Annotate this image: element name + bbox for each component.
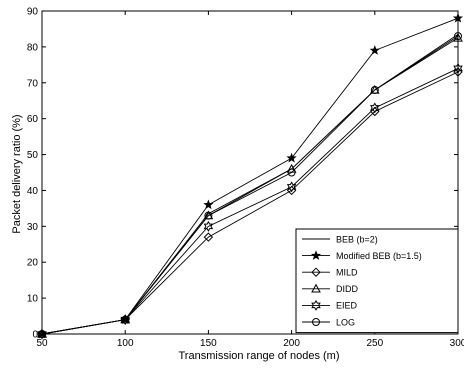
circle-marker: [204, 211, 213, 220]
star-marker: [310, 250, 322, 260]
y-tick-label: 10: [27, 294, 39, 305]
legend-item: LOG: [302, 317, 355, 327]
legend-label: EIED: [336, 301, 358, 311]
y-tick-label: 50: [27, 150, 39, 161]
x-tick-label: 200: [283, 338, 300, 349]
x-tick-label: 150: [200, 338, 217, 349]
hexagram-marker: [203, 220, 214, 232]
legend-item: Modified BEB (b=1.5): [302, 250, 422, 261]
diamond-marker: [203, 232, 214, 242]
y-tick-label: 90: [27, 7, 39, 18]
y-tick-label: 60: [27, 114, 39, 125]
y-tick-label: 0: [32, 330, 38, 341]
plot-area: [36, 12, 464, 340]
axes: 50 100 150 200 250 300 0 10 20 30 40 50 60 70 80 90: [27, 7, 464, 350]
hexagram-marker: [370, 102, 380, 114]
y-tick-label: 20: [27, 258, 39, 269]
triangle-marker: [311, 283, 321, 293]
legend-label: MILD: [336, 268, 358, 278]
circle-marker: [370, 85, 379, 94]
legend: BEB (b=2) Modified BEB (b=1.5) MILD DIDD EIE…: [295, 228, 459, 334]
circle-marker: [312, 318, 320, 326]
axes-frame: [41, 10, 459, 335]
legend-label: BEB (b=2): [336, 234, 378, 244]
star-marker: [369, 45, 380, 55]
x-axis-title: Transmission range of nodes (m): [179, 350, 340, 362]
hexagram-marker: [286, 181, 297, 193]
legend-label: LOG: [336, 317, 355, 327]
series-line: [41, 35, 459, 335]
hexagram-marker: [120, 314, 130, 326]
legend-item: EIED: [302, 299, 358, 311]
diamond-marker: [311, 267, 321, 277]
legend-label: DIDD: [336, 284, 358, 294]
star-marker: [286, 152, 297, 163]
y-tick-label: 70: [27, 78, 39, 89]
legend-item: MILD: [302, 267, 358, 278]
y-tick-label: 30: [27, 222, 39, 233]
x-tick-label: 250: [366, 338, 383, 349]
y-tick-label: 40: [27, 186, 39, 197]
hexagram-marker: [37, 328, 47, 340]
x-tick-label: 100: [117, 338, 134, 349]
circle-marker: [121, 315, 130, 324]
legend-item: BEB (b=2): [302, 234, 378, 244]
star-marker: [203, 199, 214, 210]
y-tick-label: 80: [27, 42, 39, 53]
x-tick-label: 300: [450, 338, 464, 349]
circle-marker: [287, 168, 296, 177]
legend-label: Modified BEB (b=1.5): [336, 251, 422, 261]
hexagram-marker: [311, 299, 321, 311]
y-axis-title: Packet delivery ratio (%): [11, 114, 23, 233]
legend-item: DIDD: [302, 283, 358, 294]
legend-box: [295, 228, 459, 334]
x-tick-label: 50: [36, 338, 48, 349]
